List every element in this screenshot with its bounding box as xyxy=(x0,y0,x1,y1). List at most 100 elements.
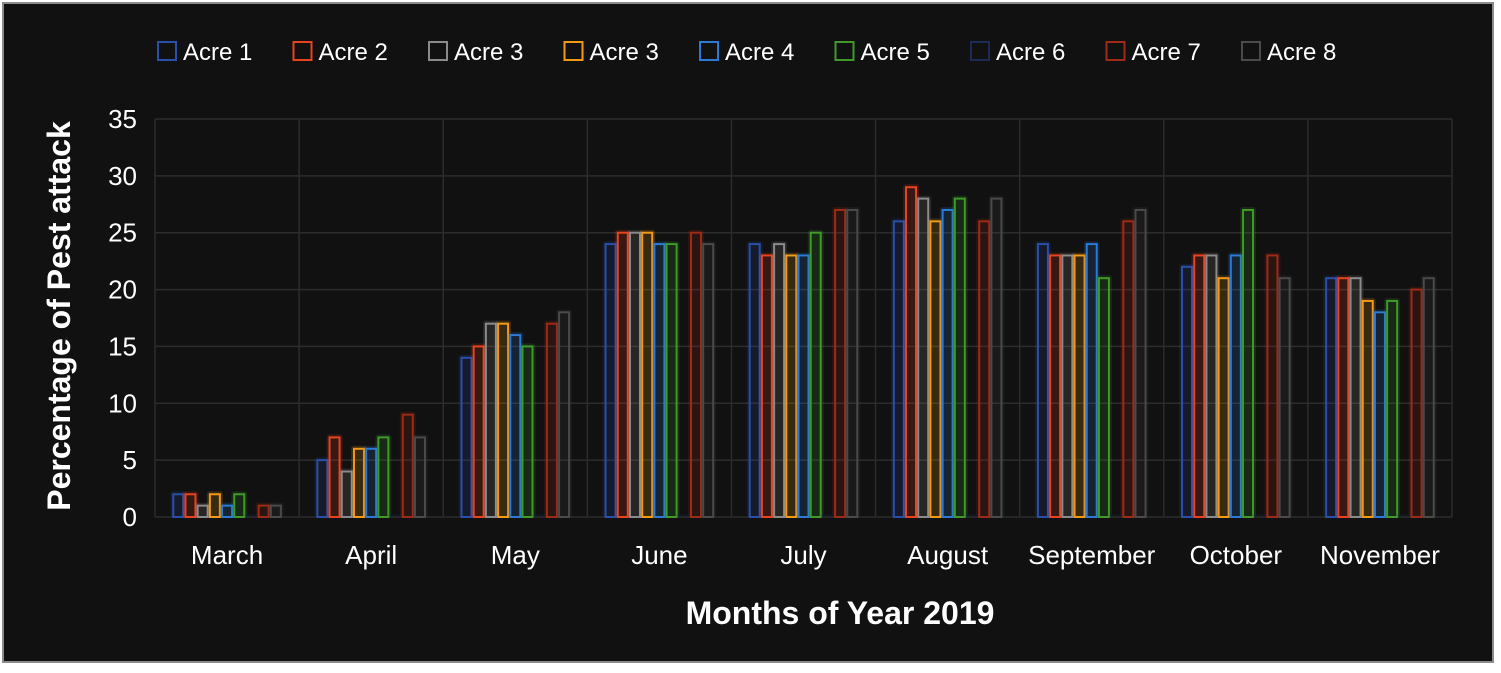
y-tick-label: 15 xyxy=(108,331,137,361)
bar-april-acre-1 xyxy=(316,459,329,518)
legend-label: Acre 2 xyxy=(319,39,388,66)
bar-october-acre-7 xyxy=(1266,254,1279,518)
bar-april-acre-8 xyxy=(413,436,426,518)
bar-july-acre-4 xyxy=(797,254,810,518)
bar-glow xyxy=(675,514,692,517)
y-axis-title: Percentage of Pest attack xyxy=(41,121,77,511)
bar-glow xyxy=(243,514,260,517)
bar-april-acre-7 xyxy=(401,413,414,518)
bar-november-acre-4 xyxy=(1373,311,1386,519)
bar-july-acre-7 xyxy=(834,208,847,518)
legend-label: Acre 3 xyxy=(590,39,659,66)
x-tick-label: August xyxy=(907,540,989,570)
y-tick-label: 10 xyxy=(108,388,137,418)
bar-glow xyxy=(819,514,836,517)
bar-glow xyxy=(531,514,548,517)
bar-november-acre-5 xyxy=(1386,299,1399,519)
bar-glow xyxy=(1396,514,1413,517)
bar-october-acre-3 xyxy=(1205,254,1218,518)
bar-november-acre-8 xyxy=(1422,277,1435,519)
bar-april-acre-3 xyxy=(340,470,353,518)
bar-september-acre-5 xyxy=(1097,277,1110,519)
y-tick-label: 5 xyxy=(123,445,137,475)
bars xyxy=(170,184,1437,519)
x-tick-label: March xyxy=(191,540,263,570)
bar-july-acre-2 xyxy=(760,254,773,518)
legend-swatch xyxy=(1105,41,1126,61)
bar-september-acre-2 xyxy=(1049,254,1062,518)
y-tick-label: 20 xyxy=(108,275,137,305)
bar-august-acre-7 xyxy=(978,220,991,518)
legend-label: Acre 4 xyxy=(725,39,794,66)
bar-october-acre-4 xyxy=(1229,254,1242,518)
bar-june-acre-8 xyxy=(702,243,715,518)
x-axis-ticks: March April May June July August September Octo… xyxy=(191,540,1440,570)
bar-march-acre-1 xyxy=(172,493,185,518)
legend-swatch xyxy=(292,41,313,61)
bar-july-acre-1 xyxy=(748,243,761,518)
bar-march-acre-8 xyxy=(269,504,282,518)
bar-august-acre-1 xyxy=(892,220,905,518)
bar-november-acre-2 xyxy=(1337,277,1350,519)
legend-label: Acre 5 xyxy=(861,39,930,66)
legend-swatch xyxy=(563,41,584,61)
x-tick-label: July xyxy=(780,540,826,570)
y-tick-label: 0 xyxy=(123,502,137,532)
bar-may-acre-2 xyxy=(472,345,485,518)
legend-swatch xyxy=(157,41,177,61)
bar-august-acre-2 xyxy=(905,186,918,518)
bar-october-acre-3 xyxy=(1217,277,1230,519)
bar-july-acre-3 xyxy=(773,243,786,518)
bar-september-acre-3 xyxy=(1073,254,1086,518)
bar-june-acre-2 xyxy=(616,231,629,518)
bar-november-acre-3 xyxy=(1361,299,1374,519)
bar-june-acre-1 xyxy=(604,243,617,518)
bar-november-acre-1 xyxy=(1325,277,1338,519)
y-axis-ticks: 0 5 10 15 20 25 30 35 xyxy=(108,104,137,532)
x-tick-label: June xyxy=(631,540,687,570)
bar-november-acre-3 xyxy=(1349,277,1362,519)
legend: Acre 1 Acre 2 Acre 3 Acre 3 Acre 4 Acre 5 Acre… xyxy=(157,39,1336,66)
bar-may-acre-3 xyxy=(484,322,497,518)
bar-august-acre-3 xyxy=(929,220,942,518)
bar-march-acre-7 xyxy=(257,504,270,518)
legend-label: Acre 3 xyxy=(454,39,523,66)
bar-september-acre-1 xyxy=(1036,243,1049,518)
legend-label: Acre 7 xyxy=(1132,39,1201,66)
bar-august-acre-5 xyxy=(953,197,966,518)
bar-june-acre-7 xyxy=(689,231,702,518)
x-tick-label: November xyxy=(1320,540,1440,570)
bar-june-acre-5 xyxy=(665,243,678,518)
x-tick-label: May xyxy=(491,540,540,570)
legend-swatch xyxy=(699,41,719,61)
legend-label: Acre 8 xyxy=(1267,39,1336,66)
bar-july-acre-5 xyxy=(809,231,822,518)
legend-label: Acre 6 xyxy=(996,39,1065,66)
bar-october-acre-2 xyxy=(1193,254,1206,518)
bar-april-acre-3 xyxy=(352,447,365,518)
legend-swatch xyxy=(1241,41,1261,61)
bar-november-acre-7 xyxy=(1410,288,1423,519)
bar-july-acre-3 xyxy=(785,254,798,518)
bar-june-acre-4 xyxy=(653,243,666,518)
bar-glow xyxy=(1108,514,1125,517)
x-tick-label: October xyxy=(1190,540,1283,570)
bar-july-acre-8 xyxy=(846,208,859,518)
legend-swatch xyxy=(970,41,990,61)
bar-march-acre-3 xyxy=(196,504,209,518)
bar-glow xyxy=(964,514,981,517)
y-tick-label: 30 xyxy=(108,161,137,191)
bar-may-acre-3 xyxy=(497,322,510,518)
legend-label: Acre 1 xyxy=(183,39,252,66)
bar-march-acre-5 xyxy=(233,493,246,518)
bar-october-acre-8 xyxy=(1278,277,1291,519)
bar-may-acre-1 xyxy=(460,356,473,518)
bar-may-acre-4 xyxy=(509,334,522,518)
bar-april-acre-2 xyxy=(328,436,341,518)
bar-march-acre-3 xyxy=(208,493,221,518)
bar-september-acre-7 xyxy=(1122,220,1135,518)
legend-swatch xyxy=(428,41,448,61)
bar-june-acre-3 xyxy=(641,231,654,518)
bar-may-acre-7 xyxy=(545,322,558,518)
